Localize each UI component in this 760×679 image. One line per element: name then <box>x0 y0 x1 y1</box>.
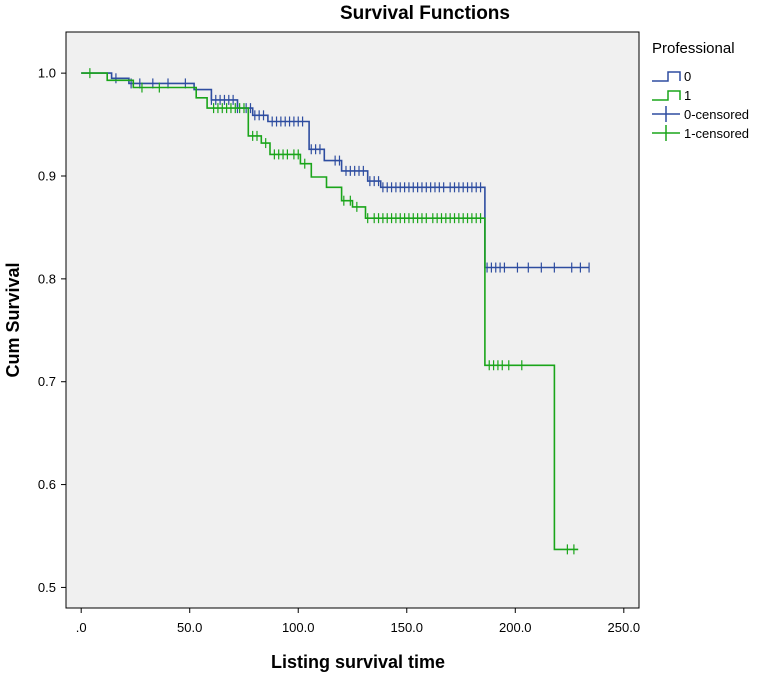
legend-swatch-0 <box>652 71 681 82</box>
y-tick-label: 0.6 <box>38 477 56 492</box>
y-tick-label: 0.9 <box>38 169 56 184</box>
legend-label-1-censored: 1-censored <box>684 126 749 141</box>
x-tick-label: 50.0 <box>177 620 202 635</box>
legend-label-1: 1 <box>684 88 691 103</box>
legend-label-0-censored: 0-censored <box>684 107 749 122</box>
chart-title: Survival Functions <box>340 3 510 24</box>
legend-title: Professional <box>652 40 735 57</box>
y-axis: 0.5 0.6 0.7 0.8 0.9 1.0 <box>38 66 66 595</box>
legend: Professional 0 1 0-censored 1-censored <box>652 40 749 141</box>
series-layer <box>81 68 590 555</box>
y-tick-label: 0.8 <box>38 271 56 286</box>
x-tick-label: 100.0 <box>282 620 315 635</box>
x-tick-label: 150.0 <box>390 620 423 635</box>
x-tick-label: 250.0 <box>608 620 641 635</box>
x-axis-title: Listing survival time <box>271 652 445 672</box>
y-axis-title: Cum Survival <box>3 262 23 377</box>
legend-label-0: 0 <box>684 69 691 84</box>
y-tick-label: 0.7 <box>38 374 56 389</box>
y-tick-label: 0.5 <box>38 580 56 595</box>
series-1-line <box>81 72 579 551</box>
x-tick-label: .0 <box>76 620 87 635</box>
legend-swatch-1 <box>652 90 681 101</box>
plot-area <box>65 31 640 609</box>
x-tick-label: 200.0 <box>499 620 532 635</box>
y-tick-label: 1.0 <box>38 66 56 81</box>
x-axis: .0 50.0 100.0 150.0 200.0 250.0 <box>76 608 640 635</box>
